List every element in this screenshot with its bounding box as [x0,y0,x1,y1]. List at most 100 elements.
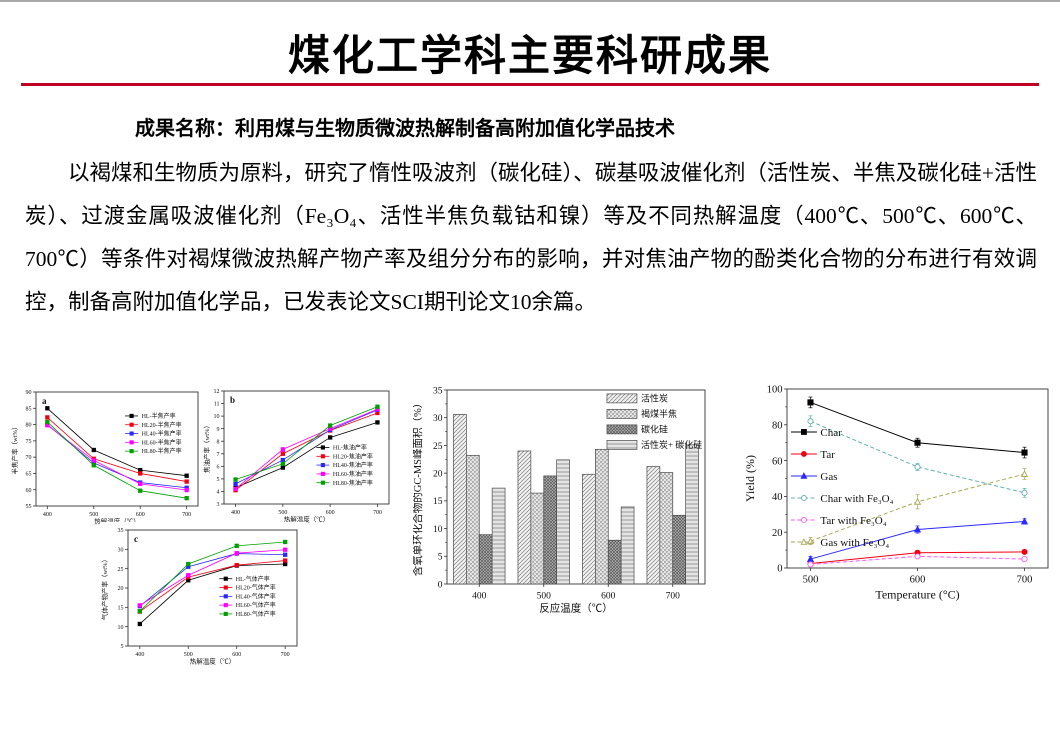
svg-text:20: 20 [433,469,443,479]
svg-text:Gas with Fe₃O₄: Gas with Fe₃O₄ [820,537,889,549]
svg-text:500: 500 [89,512,98,518]
svg-text:HL60-气体产率: HL60-气体产率 [236,601,276,609]
svg-text:20: 20 [118,586,124,592]
svg-text:35: 35 [433,386,443,396]
svg-text:HL20-半焦产率: HL20-半焦产率 [142,421,182,429]
svg-text:含氧单环化合物的GC-MS峰面积（%）: 含氧单环化合物的GC-MS峰面积（%） [413,398,424,577]
svg-text:热解温度（℃）: 热解温度（℃） [284,514,330,523]
svg-text:400: 400 [231,510,240,516]
svg-text:25: 25 [118,567,124,573]
svg-text:褐煤半焦: 褐煤半焦 [641,408,677,419]
svg-text:10: 10 [214,414,220,420]
svg-text:活性炭+ 碳化硅: 活性炭+ 碳化硅 [641,439,702,450]
svg-text:90: 90 [26,390,32,396]
chart-gcms-peak-area-bar: 0 5 10 15 20 25 30 35 反应温度（℃） 含氧单环化合物的GC-MS峰面积（%）… [413,378,716,628]
svg-text:HL20-气体产率: HL20-气体产率 [236,584,276,592]
svg-text:400: 400 [135,652,144,658]
svg-text:11: 11 [214,402,220,408]
svg-text:40: 40 [772,492,783,503]
svg-text:600: 600 [136,512,145,518]
svg-text:HL60-焦油产率: HL60-焦油产率 [333,470,373,478]
svg-text:0: 0 [777,564,782,575]
svg-text:5: 5 [121,644,124,650]
svg-text:600: 600 [232,652,241,658]
svg-text:700: 700 [281,652,290,658]
svg-text:400: 400 [472,592,487,602]
svg-text:HL-气体产率: HL-气体产率 [236,575,270,583]
svg-text:3: 3 [217,502,220,508]
svg-text:b: b [230,395,235,405]
svg-text:HL80-气体产率: HL80-气体产率 [236,610,276,618]
svg-text:400: 400 [43,512,52,518]
svg-text:35: 35 [118,528,124,534]
svg-text:Gas: Gas [820,471,837,483]
svg-text:30: 30 [433,414,443,424]
svg-text:HL40-焦油产率: HL40-焦油产率 [333,461,373,469]
svg-text:热解温度（℃）: 热解温度（℃） [190,656,236,665]
svg-text:55: 55 [26,504,32,510]
svg-text:25: 25 [433,442,443,452]
svg-text:80: 80 [772,420,783,431]
title-divider [21,83,1039,86]
svg-text:Char with Fe₃O₄: Char with Fe₃O₄ [820,493,893,505]
chart-semicoke-yield-line: 55 60 65 70 75 80 85 90 热解温度（℃） 半焦产率（wt%） 400 500 60… [10,380,206,526]
svg-text:500: 500 [278,510,287,516]
svg-text:5: 5 [438,553,443,563]
svg-text:Tar with Fe₃O₄: Tar with Fe₃O₄ [820,515,886,527]
description-paragraph: 以褐煤和生物质为原料，研究了惰性吸波剂（碳化硅）、碳基吸波催化剂（活性炭、半焦及… [25,161,1037,314]
svg-text:15: 15 [433,497,443,507]
svg-text:700: 700 [373,510,382,516]
svg-text:10: 10 [433,525,443,535]
svg-text:65: 65 [26,472,32,478]
svg-text:HL60-半焦产率: HL60-半焦产率 [142,438,182,446]
svg-text:HL40-半焦产率: HL40-半焦产率 [142,430,182,438]
svg-text:60: 60 [26,488,32,494]
svg-text:15: 15 [118,605,124,611]
svg-text:500: 500 [184,652,193,658]
svg-text:5: 5 [217,477,220,483]
svg-text:热解温度（℃）: 热解温度（℃） [94,516,140,525]
svg-text:600: 600 [326,510,335,516]
svg-text:12: 12 [214,389,220,395]
svg-text:a: a [42,396,47,406]
svg-text:60: 60 [772,456,783,467]
svg-text:75: 75 [26,439,32,445]
svg-text:70: 70 [26,455,32,461]
svg-text:700: 700 [182,512,191,518]
svg-text:半焦产率（wt%）: 半焦产率（wt%） [10,424,19,475]
svg-text:500: 500 [537,592,552,602]
svg-text:气体产物产率（wt%）: 气体产物产率（wt%） [100,556,109,620]
svg-text:700: 700 [1017,575,1033,586]
svg-text:HL80-焦油产率: HL80-焦油产率 [333,479,373,487]
chart-gas-yield-line: 5 10 15 20 25 30 35 热解温度（℃） 气体产物产率（wt%） 400 500 600… [100,522,306,672]
svg-text:HL80-半焦产率: HL80-半焦产率 [142,447,182,455]
svg-text:4: 4 [217,490,220,496]
svg-text:10: 10 [118,625,124,631]
svg-text:30: 30 [118,547,124,553]
svg-text:HL40-气体产率: HL40-气体产率 [236,592,276,600]
svg-text:0: 0 [438,580,443,590]
svg-text:80: 80 [26,423,32,429]
svg-text:700: 700 [666,592,681,602]
svg-text:碳化硅: 碳化硅 [641,423,668,434]
svg-text:20: 20 [772,528,783,539]
svg-text:6: 6 [217,464,220,470]
svg-text:500: 500 [803,575,819,586]
svg-text:600: 600 [910,575,926,586]
svg-text:c: c [134,534,138,544]
svg-text:600: 600 [601,592,616,602]
svg-text:HL-焦油产率: HL-焦油产率 [333,444,367,452]
slide-title: 煤化工学科主要科研成果 [287,32,772,79]
svg-text:7: 7 [217,452,220,458]
chart-fe3o4-yield-line: 0 20 40 60 80 100 Temperature (°C) Yield (%) 500… [742,376,1060,618]
svg-text:活性炭: 活性炭 [641,392,668,403]
svg-text:9: 9 [217,427,220,433]
svg-text:Char: Char [820,427,842,439]
svg-text:Yield (%): Yield (%) [743,455,757,502]
chart-tar-yield-line: 3 4 5 6 7 8 9 10 11 12 热解温度（℃） 焦油产率（wt%） 400 500 600 70… [202,378,398,528]
svg-text:Tar: Tar [820,449,835,461]
svg-text:85: 85 [26,406,32,412]
svg-text:HL20-焦油产率: HL20-焦油产率 [333,452,373,460]
svg-text:100: 100 [767,385,783,396]
